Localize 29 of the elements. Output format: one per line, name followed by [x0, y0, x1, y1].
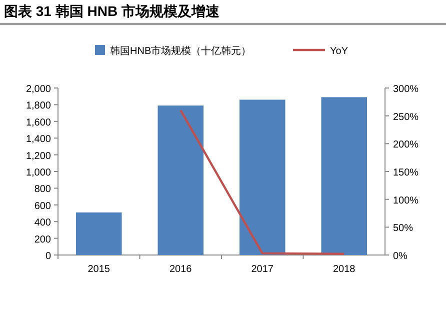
y-tick-label: 200: [34, 234, 52, 246]
y-tick-label: 1,400: [26, 134, 52, 146]
y-tick-label: 0: [45, 251, 52, 262]
y2-tick-label: 100%: [393, 195, 419, 206]
y2-tick-label: 300%: [393, 84, 419, 95]
chart-title: 图表 31 韩国 HNB 市场规模及增速: [4, 3, 220, 19]
x-tick-label: 2017: [251, 264, 274, 275]
y-tick-label: 1,800: [26, 100, 52, 112]
legend-label: YoY: [330, 46, 348, 57]
x-tick-label: 2016: [170, 264, 192, 275]
y-tick-label: 2,000: [26, 84, 52, 95]
y-tick-label: 1,600: [26, 117, 52, 128]
bar: [158, 106, 204, 255]
x-tick-label: 2015: [88, 264, 110, 275]
bar: [239, 100, 286, 255]
y2-tick-label: 150%: [393, 168, 419, 178]
y-tick-label: 1,000: [26, 168, 52, 178]
y2-tick-label: 50%: [393, 223, 414, 234]
y2-tick-label: 0%: [393, 251, 408, 262]
y-tick-label: 600: [34, 200, 52, 212]
y-tick-label: 800: [34, 184, 52, 196]
legend-label: 韩国HNB市场规模（十亿韩元）: [110, 45, 252, 57]
y2-tick-label: 250%: [393, 112, 419, 123]
y-tick-label: 1,200: [26, 150, 52, 162]
y2-tick-label: 200%: [393, 140, 419, 151]
x-tick-label: 2018: [333, 264, 356, 275]
bar: [321, 97, 368, 255]
y-tick-label: 400: [34, 218, 52, 229]
bar: [76, 212, 122, 255]
